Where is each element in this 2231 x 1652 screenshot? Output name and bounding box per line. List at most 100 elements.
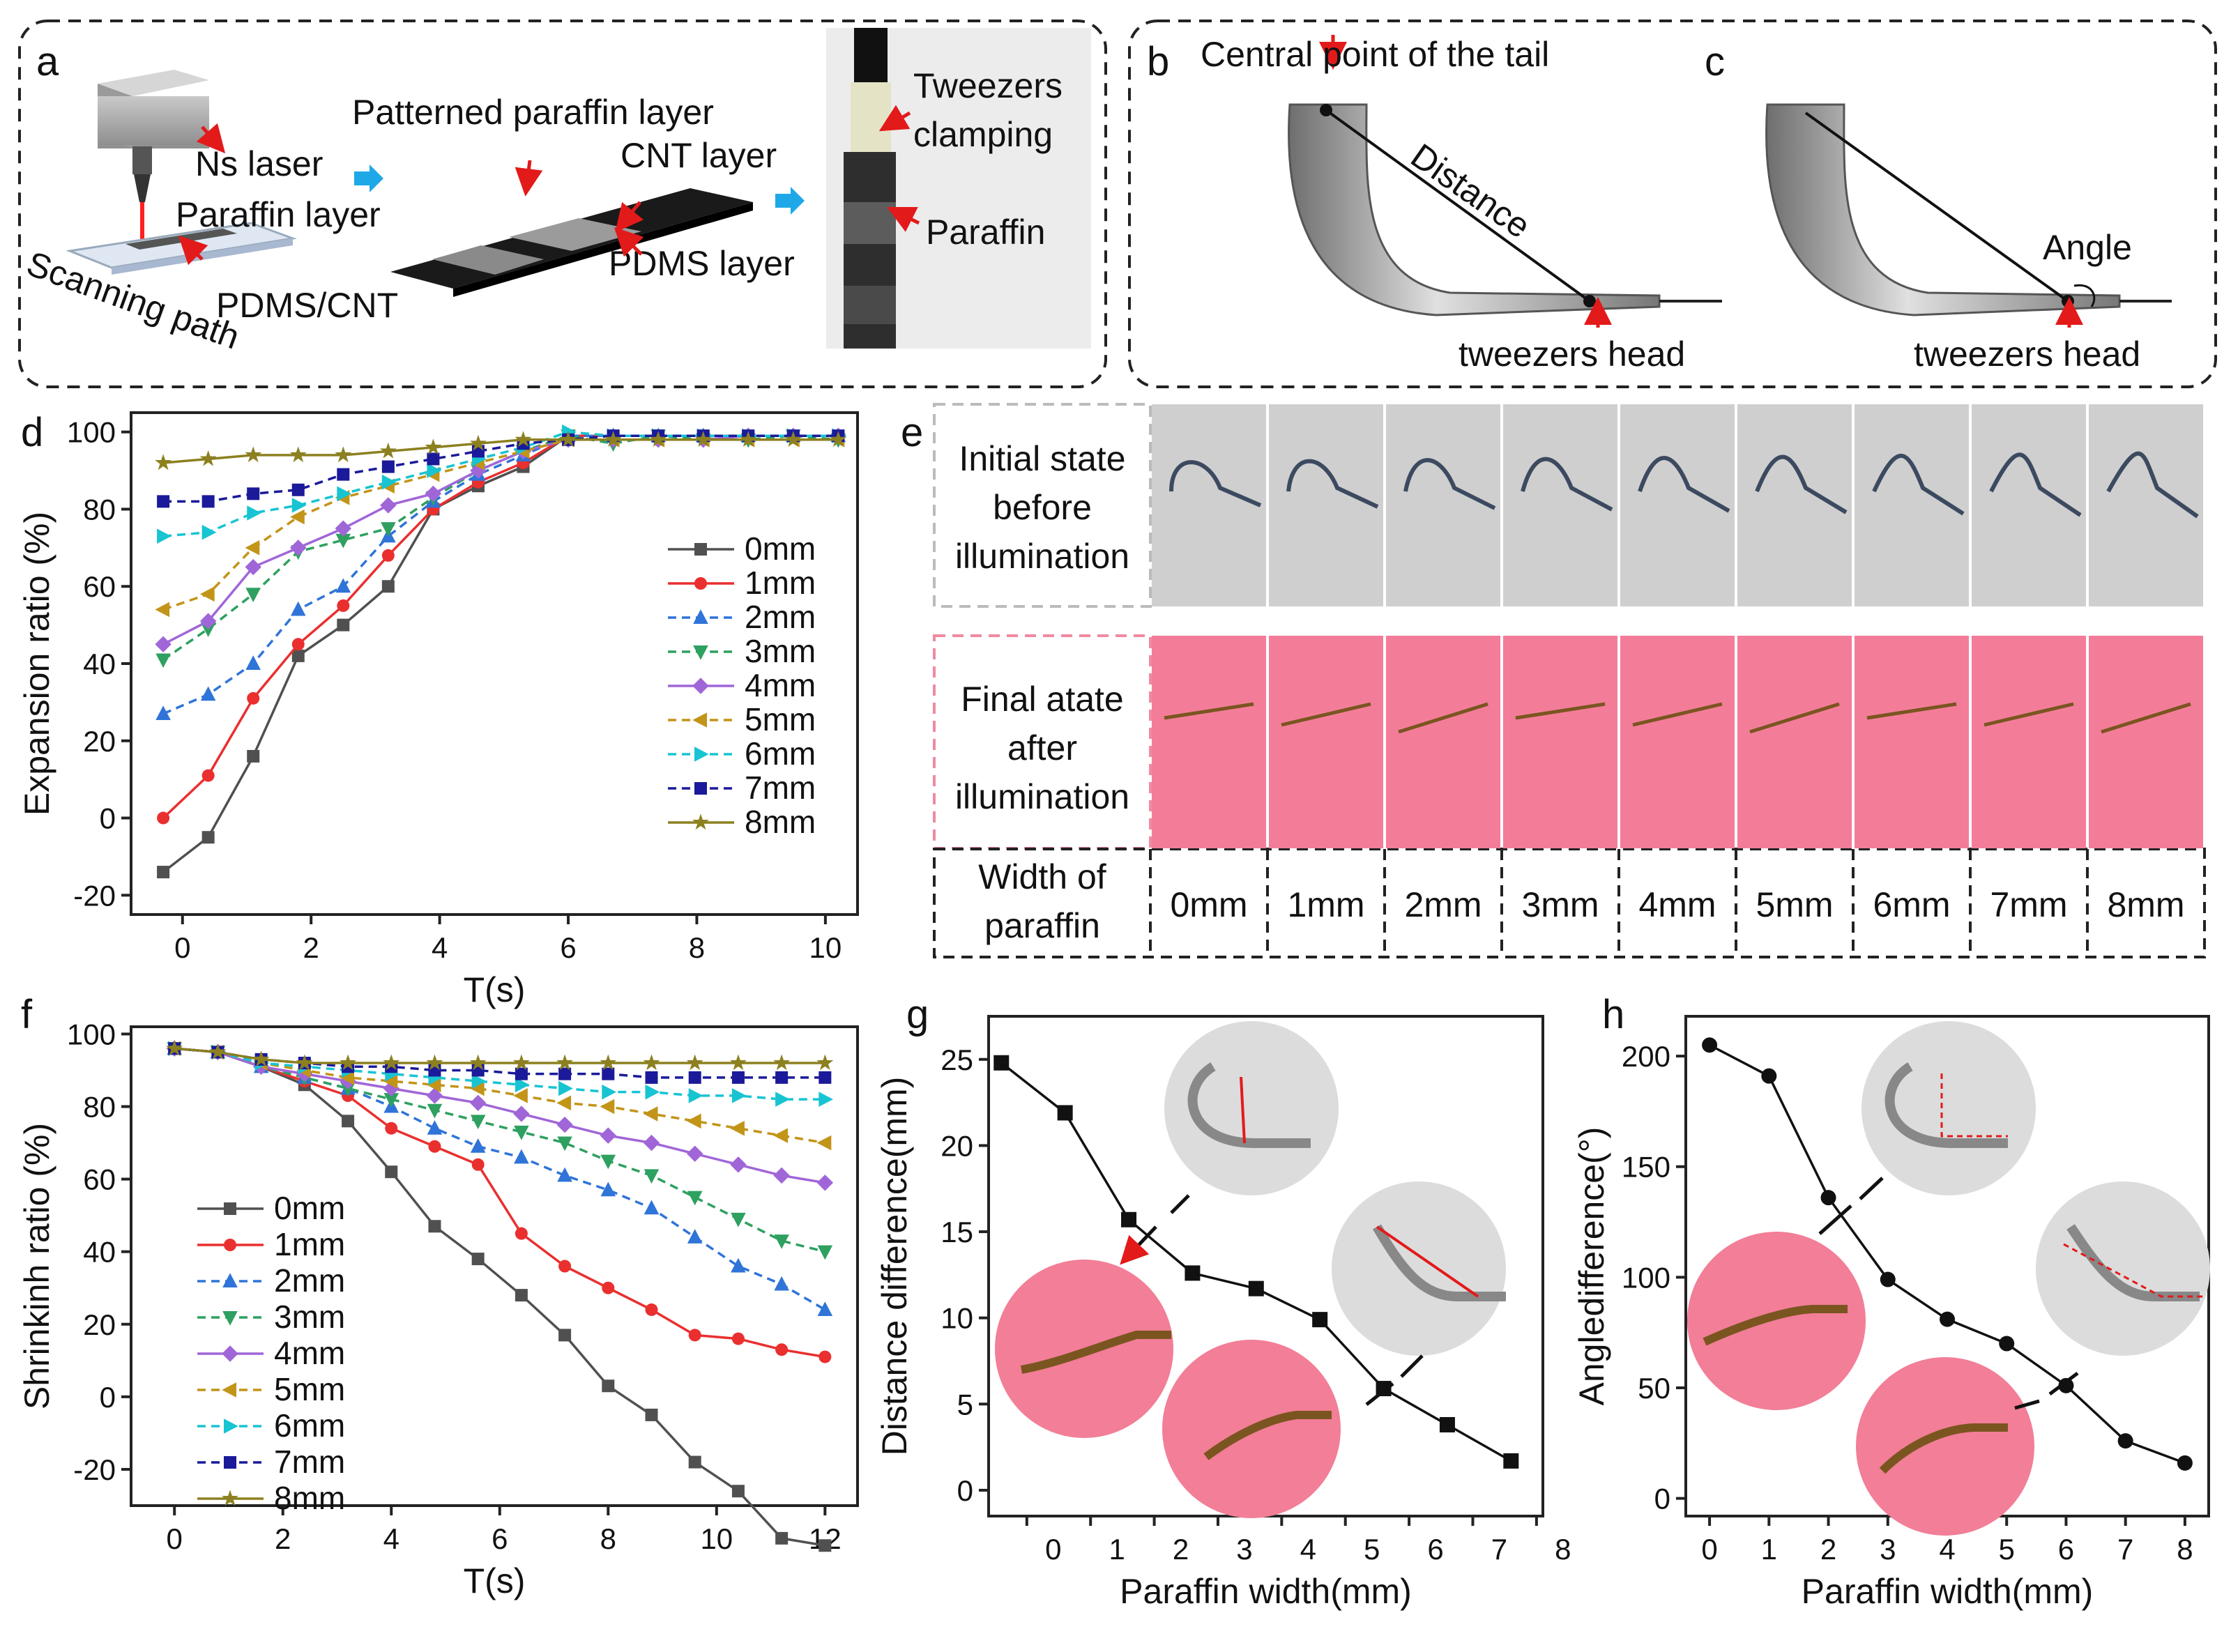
ytick-label-d-80: 80	[83, 493, 116, 526]
legend-marker-d-7	[694, 782, 707, 795]
point-f-4-14	[773, 1167, 790, 1184]
point-f-0-11	[645, 1408, 658, 1421]
legend-marker-d-6	[694, 747, 709, 762]
point-f-5-8	[513, 1088, 528, 1103]
point-d-4-1	[199, 613, 217, 629]
strip-initial-1	[1286, 459, 1379, 509]
xlabel-f: T(s)	[464, 1561, 526, 1600]
photo-final-1	[1269, 636, 1383, 848]
point-f-4-7	[469, 1094, 487, 1111]
point-f-5-6	[426, 1077, 441, 1093]
point-f-0-13	[731, 1485, 745, 1498]
point-f-2-13	[731, 1257, 746, 1273]
xtick-label-g-5: 5	[1364, 1533, 1380, 1566]
point-d-8-2	[245, 446, 262, 463]
series-line-d-7	[163, 434, 839, 503]
point-h-0-0	[1702, 1037, 1718, 1053]
strip-final-3	[1515, 702, 1606, 720]
photo-final-7	[1972, 636, 2086, 848]
point-f-3-9	[557, 1136, 572, 1152]
xtick-label-g-4: 4	[1300, 1533, 1316, 1566]
point-f-8-14	[773, 1054, 791, 1071]
point-g-0-3	[1185, 1265, 1201, 1281]
inset-h-initial-2	[2036, 1181, 2210, 1356]
photo-final-0	[1152, 636, 1266, 848]
point-d-3-2	[245, 588, 261, 603]
point-d-6-4	[337, 486, 352, 502]
point-f-8-10	[600, 1054, 617, 1071]
point-d-0-1	[201, 831, 215, 844]
xtick-label-g-1: 1	[1109, 1533, 1125, 1566]
point-f-4-12	[687, 1145, 703, 1162]
xtick-label-g-7: 7	[1491, 1533, 1507, 1566]
point-f-7-15	[818, 1071, 832, 1084]
ytick-label-f-100: 100	[67, 1018, 116, 1050]
point-f-5-7	[469, 1080, 485, 1096]
ytick-label-f--20: -20	[73, 1453, 116, 1486]
label-angle: Angle	[2043, 228, 2132, 267]
point-d-8-6	[425, 438, 442, 455]
label-paraffin: Paraffin	[926, 213, 1045, 252]
point-d-2-3	[290, 601, 306, 616]
point-d-8-14	[784, 431, 802, 447]
photo-final-4	[1620, 636, 1735, 848]
point-f-7-14	[775, 1071, 789, 1084]
xlabel-h: Paraffin width(mm)	[1802, 1572, 2094, 1611]
point-f-4-10	[600, 1127, 616, 1144]
point-f-0-10	[602, 1379, 615, 1393]
ytick-label-d-0: 0	[100, 802, 116, 835]
xtick-label-f-10: 10	[700, 1522, 733, 1555]
point-h-0-2	[1820, 1190, 1836, 1206]
xtick-label-f-6: 6	[492, 1522, 508, 1555]
ytick-label-h-200: 200	[1622, 1040, 1670, 1073]
legend-marker-d-0	[694, 543, 707, 556]
ytick-label-d-40: 40	[83, 648, 116, 680]
photo-final-5	[1737, 636, 1852, 848]
point-f-0-5	[385, 1165, 398, 1179]
bent-strip-c	[1765, 103, 2172, 328]
point-f-4-8	[513, 1106, 530, 1122]
label-patterned-paraffin: Patterned paraffin layer	[352, 93, 714, 132]
series-line-f-0	[174, 1047, 825, 1547]
label-tweezers-head-c: tweezers head	[1914, 335, 2140, 374]
patterned-strip-illustration	[390, 188, 753, 297]
point-f-1-8	[515, 1227, 528, 1240]
point-f-4-6	[426, 1087, 443, 1104]
arrow-cnt	[615, 201, 644, 233]
point-h-0-4	[1940, 1311, 1955, 1327]
point-g-0-4	[1248, 1280, 1264, 1297]
point-f-5-4	[340, 1070, 355, 1085]
xtick-label-g-8: 8	[1555, 1533, 1571, 1566]
point-f-4-15	[816, 1175, 834, 1191]
panel-label-d: d	[21, 410, 43, 455]
point-g-0-7	[1439, 1416, 1455, 1432]
point-f-2-9	[557, 1167, 572, 1182]
point-f-1-13	[731, 1332, 745, 1345]
label-tweezers: Tweezers	[913, 66, 1063, 105]
label-paraffin-layer: Paraffin layer	[176, 195, 381, 234]
legend-marker-f-8	[222, 1490, 238, 1506]
point-f-2-6	[427, 1120, 443, 1135]
label-central-point: Central point of the tail	[1201, 35, 1549, 74]
label-clamping: clamping	[913, 115, 1053, 154]
point-f-5-14	[773, 1128, 789, 1143]
point-f-8-2	[252, 1050, 270, 1067]
series-line-f-5	[174, 1047, 825, 1145]
ytick-label-f-20: 20	[83, 1308, 116, 1341]
point-f-0-6	[428, 1220, 441, 1233]
point-f-2-7	[470, 1138, 486, 1153]
tweezers-head-point-c	[2062, 295, 2074, 307]
point-d-1-2	[247, 691, 260, 705]
point-d-4-4	[335, 520, 352, 537]
point-d-0-2	[247, 749, 260, 763]
point-f-6-7	[471, 1073, 487, 1089]
laser-head-illustration	[98, 70, 209, 240]
point-f-8-3	[296, 1054, 313, 1071]
point-f-8-0	[166, 1039, 183, 1056]
series-line-d-4	[162, 434, 839, 645]
legend-marker-f-7	[224, 1456, 236, 1469]
legend-label-d-7: 7mm	[745, 770, 816, 806]
ytick-label-g-15: 15	[941, 1216, 973, 1248]
strip-initial-3	[1521, 457, 1613, 512]
